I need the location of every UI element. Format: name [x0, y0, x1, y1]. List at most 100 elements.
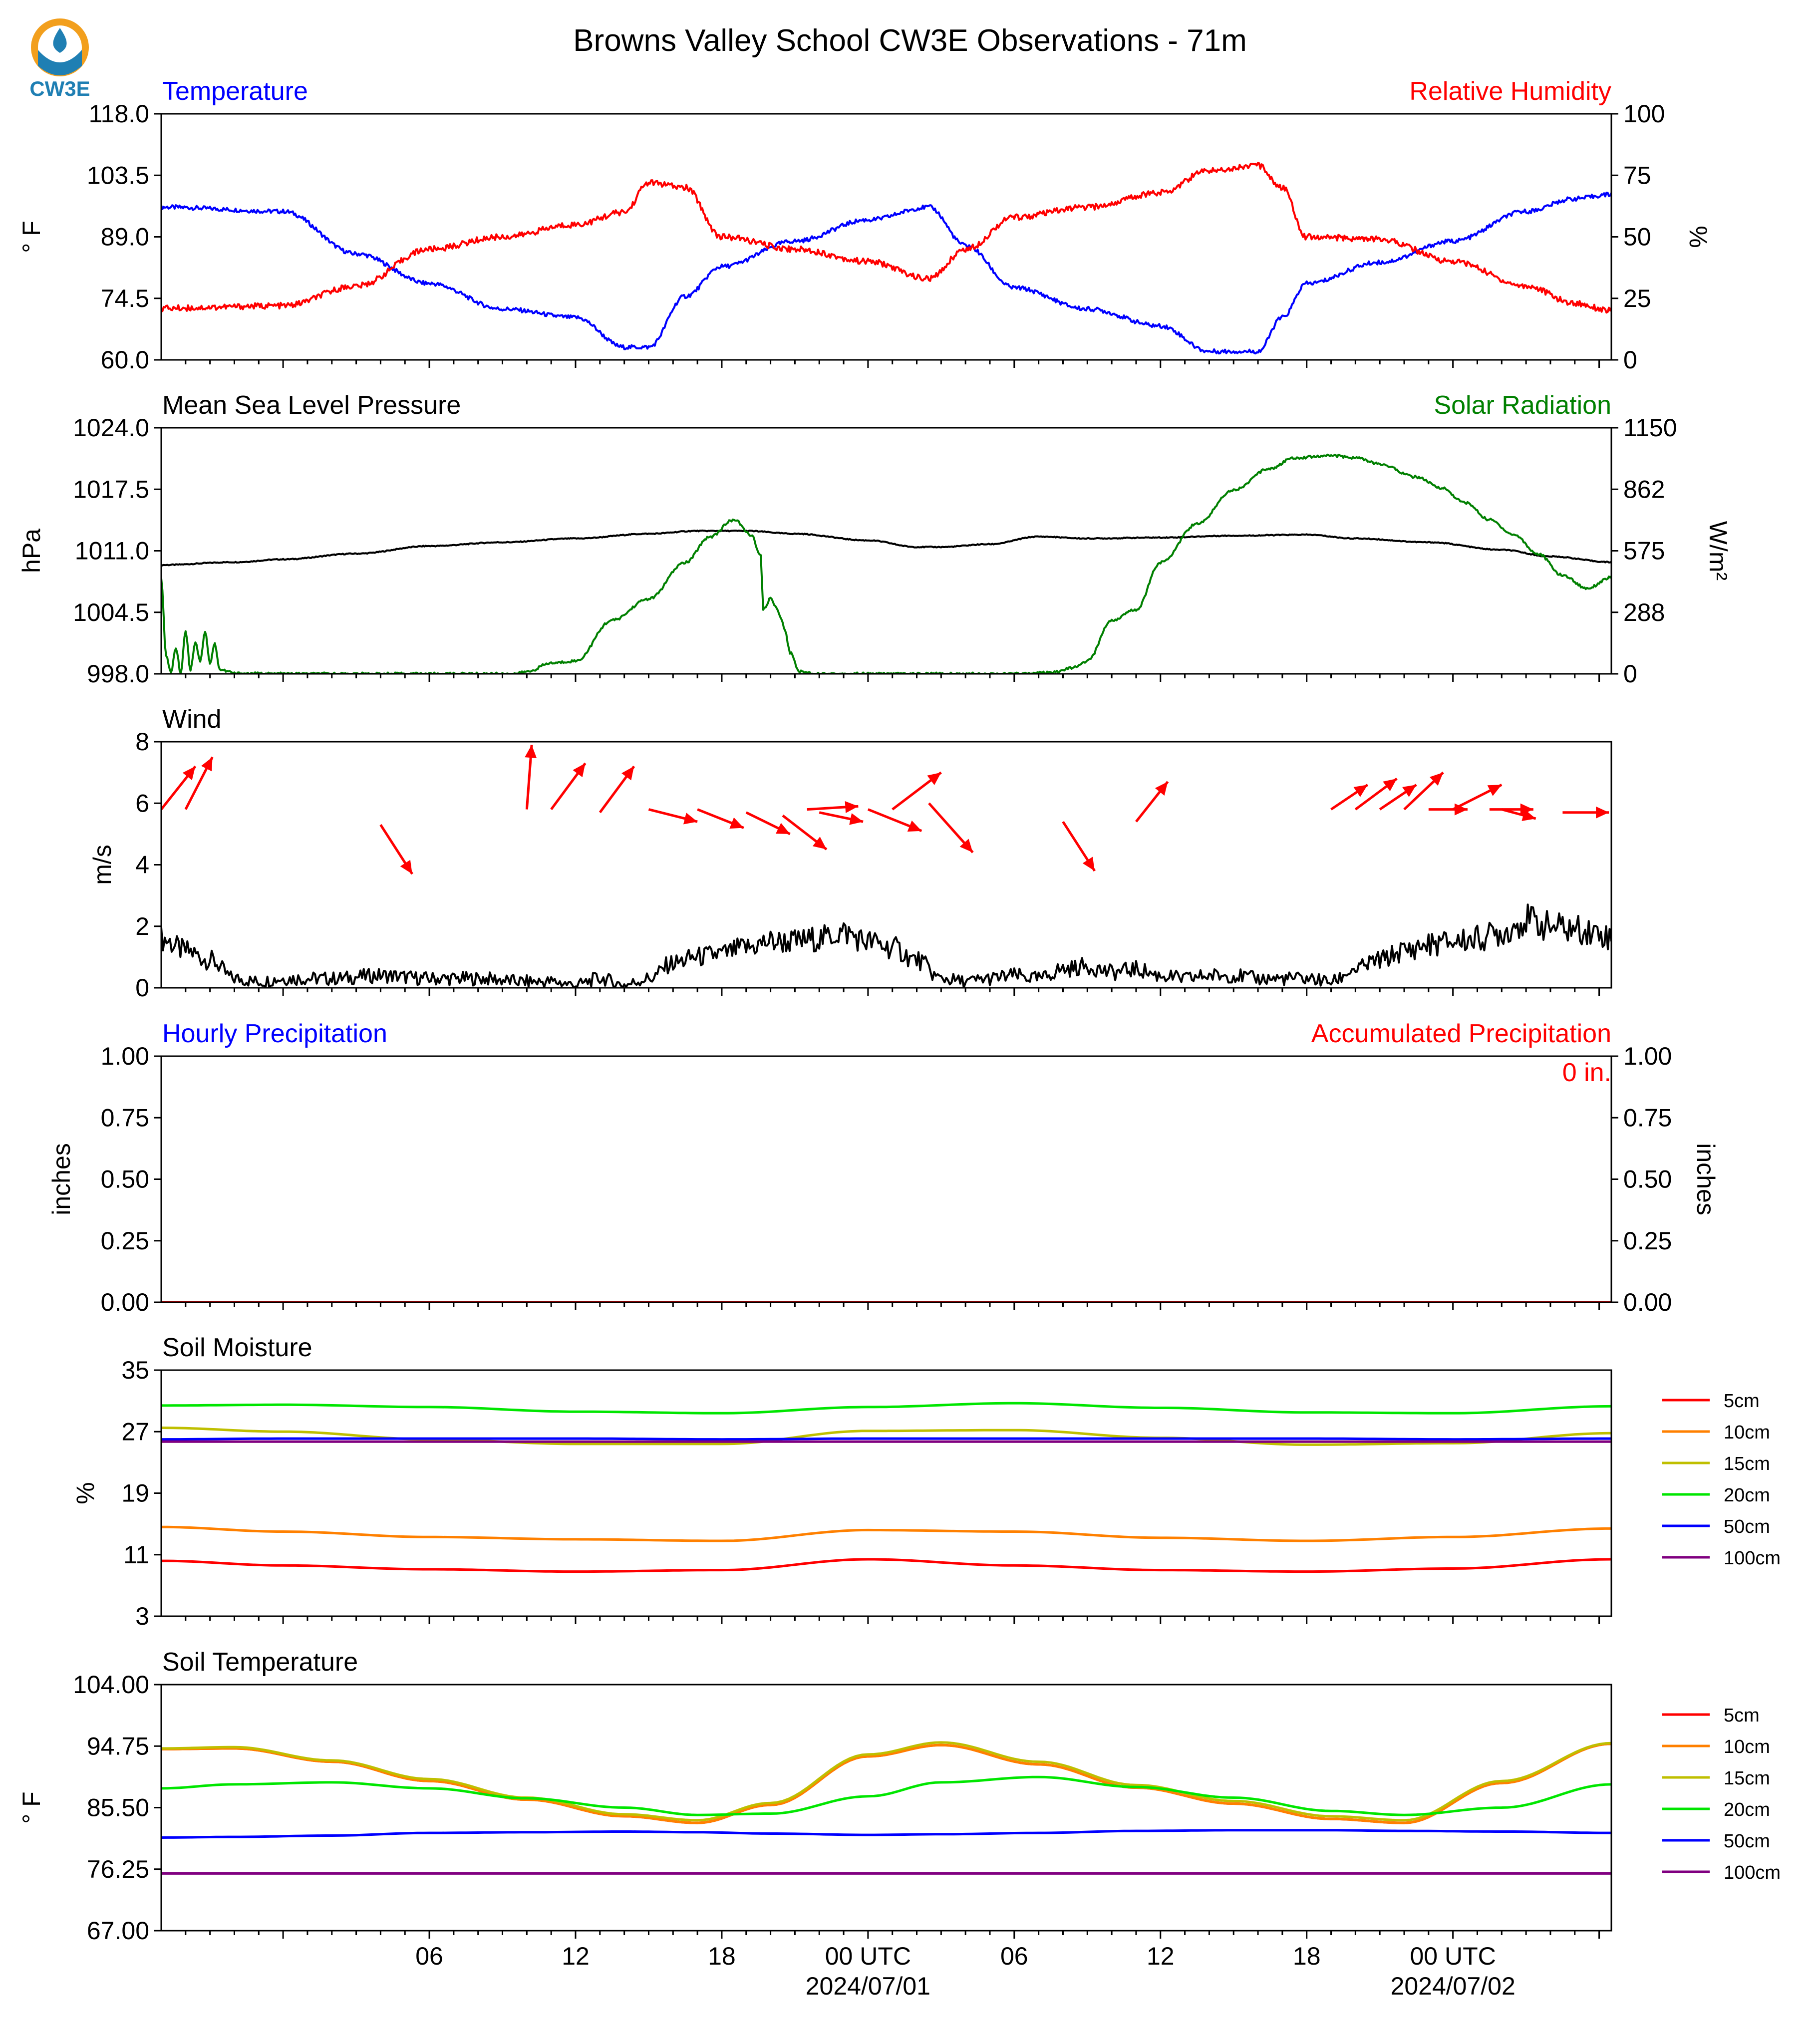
wind-arrow-head — [1487, 785, 1502, 796]
y-tick-label-right: 0 — [1623, 660, 1637, 688]
legend-label: 50cm — [1724, 1516, 1770, 1537]
series-line-10cm — [161, 1525, 1611, 1542]
panel-frame — [160, 427, 1612, 675]
wind-arrow-head — [907, 820, 922, 832]
y-axis-label-left: inches — [47, 1143, 75, 1215]
y-tick-label-right: 50 — [1623, 223, 1651, 251]
y-tick-label-left: 0.75 — [101, 1104, 149, 1132]
y-tick-label-left: 0.25 — [101, 1227, 149, 1255]
y-tick-label-right: 288 — [1623, 598, 1665, 626]
y-tick-label-left: 89.0 — [101, 223, 149, 251]
legend-label: 15cm — [1724, 1453, 1770, 1474]
x-tick-label: 00 UTC — [825, 1942, 911, 1970]
y-axis-label-left: % — [71, 1482, 99, 1504]
x-date-label: 2024/07/01 — [806, 1972, 930, 2000]
wind-arrow-head — [1596, 806, 1609, 819]
series-line-50cm — [161, 1829, 1611, 1839]
y-tick-label-left: 94.75 — [87, 1732, 149, 1760]
y-tick-label-right: 0.25 — [1623, 1227, 1672, 1255]
logo-wave — [38, 50, 82, 75]
y-tick-label-left: 11 — [123, 1541, 149, 1569]
y-tick-label-left: 1011.0 — [75, 537, 149, 565]
panel-title-left: Hourly Precipitation — [162, 1019, 387, 1048]
y-tick-label-right: 0.75 — [1623, 1104, 1672, 1132]
wind-arrow-head — [1429, 772, 1444, 786]
legend-label: 100cm — [1724, 1862, 1781, 1883]
y-tick-label-left: 118.0 — [89, 100, 149, 128]
wind-arrow-head — [1353, 785, 1368, 797]
y-tick-label-left: 103.5 — [87, 161, 149, 189]
y-axis-label-right: W/m² — [1704, 521, 1732, 580]
series-line-20cm — [161, 1775, 1611, 1816]
y-axis-label-left: ° F — [17, 221, 45, 253]
plot-area — [161, 1741, 1611, 1875]
y-tick-label-left: 19 — [121, 1479, 149, 1507]
logo-drop — [53, 28, 67, 53]
wind-arrow-head — [1521, 809, 1536, 821]
legend-label: 15cm — [1724, 1768, 1770, 1789]
panel-title-right: Solar Radiation — [1434, 391, 1611, 420]
y-tick-label-left: 2 — [135, 912, 149, 940]
y-tick-label-right: 25 — [1623, 285, 1651, 312]
legend-label: 5cm — [1724, 1391, 1760, 1412]
series-line-10cm — [161, 1742, 1611, 1824]
wind-arrow-head — [959, 839, 973, 853]
y-axis-label-left: hPa — [17, 529, 45, 573]
y-tick-label-left: 1.00 — [101, 1042, 149, 1070]
x-date-label: 2024/07/02 — [1391, 1972, 1516, 2000]
y-tick-label-left: 1004.5 — [73, 598, 149, 626]
figure-title: Browns Valley School CW3E Observations -… — [573, 23, 1247, 58]
date-labels: 2024/07/01 2024/07/02 — [806, 1972, 1516, 2000]
y-tick-label-left: 0.50 — [101, 1165, 149, 1193]
y-tick-label-left: 74.5 — [101, 285, 149, 312]
legend-label: 5cm — [1724, 1705, 1760, 1726]
y-tick-label-left: 60.0 — [101, 346, 149, 374]
y-tick-label-right: 862 — [1623, 475, 1665, 503]
y-tick-label-left: 35 — [121, 1356, 149, 1384]
legend-label: 20cm — [1724, 1485, 1770, 1506]
y-tick-label-right: 1150 — [1623, 414, 1677, 442]
series-line-left-0 — [161, 192, 1611, 355]
y-axis-label-right: % — [1684, 226, 1712, 248]
series-line-left-0 — [161, 529, 1611, 567]
x-tick-label: 00 UTC — [1410, 1942, 1496, 1970]
y-tick-label-left: 1024.0 — [73, 414, 149, 442]
x-tick-label: 06 — [1000, 1942, 1028, 1970]
x-tick-label: 18 — [1293, 1942, 1321, 1970]
y-tick-label-right: 1.00 — [1623, 1042, 1672, 1070]
wind-arrow-head — [573, 763, 586, 778]
y-tick-label-left: 104.00 — [73, 1671, 149, 1699]
y-tick-label-right: 575 — [1623, 537, 1665, 565]
y-tick-label-right: 0 — [1623, 346, 1637, 374]
wind-arrow-head — [1383, 778, 1397, 792]
wind-arrow-head — [849, 813, 864, 825]
wind-arrow-head — [729, 817, 744, 829]
panel-1: Temperature Relative Humidity 60.0 74.5 89.0… — [17, 77, 1712, 374]
y-axis-label-left: ° F — [17, 1791, 45, 1823]
legend-label: 50cm — [1724, 1831, 1770, 1852]
wind-arrow-head — [525, 745, 537, 758]
y-tick-label-left: 4 — [135, 851, 149, 879]
panels: Temperature Relative Humidity 60.0 74.5 89.0… — [17, 77, 1781, 1945]
accumulated-precip-value: 0 in. — [1562, 1058, 1611, 1087]
wind-arrow-head — [683, 813, 698, 825]
panel-4: Hourly Precipitation Accumulated Precipit… — [47, 1019, 1720, 1316]
y-tick-label-left: 0 — [135, 974, 149, 1002]
panel-title-left: Mean Sea Level Pressure — [162, 391, 461, 420]
panel-title-left: Temperature — [162, 77, 308, 106]
panel-title-right: Relative Humidity — [1409, 77, 1611, 106]
y-tick-label-left: 3 — [135, 1602, 149, 1630]
wind-arrow-head — [812, 837, 827, 850]
y-tick-label-left: 0.00 — [101, 1288, 149, 1316]
y-tick-label-left: 8 — [135, 728, 149, 756]
x-tick-label: 06 — [415, 1942, 443, 1970]
series-line-20cm — [161, 1402, 1611, 1415]
series-line-50cm — [161, 1437, 1611, 1441]
wind-arrow-head — [1082, 857, 1095, 871]
wind-arrow-head — [845, 801, 859, 813]
y-tick-label-left: 998.0 — [87, 660, 149, 688]
y-tick-label-left: 76.25 — [87, 1855, 149, 1883]
plot-area — [161, 162, 1611, 355]
